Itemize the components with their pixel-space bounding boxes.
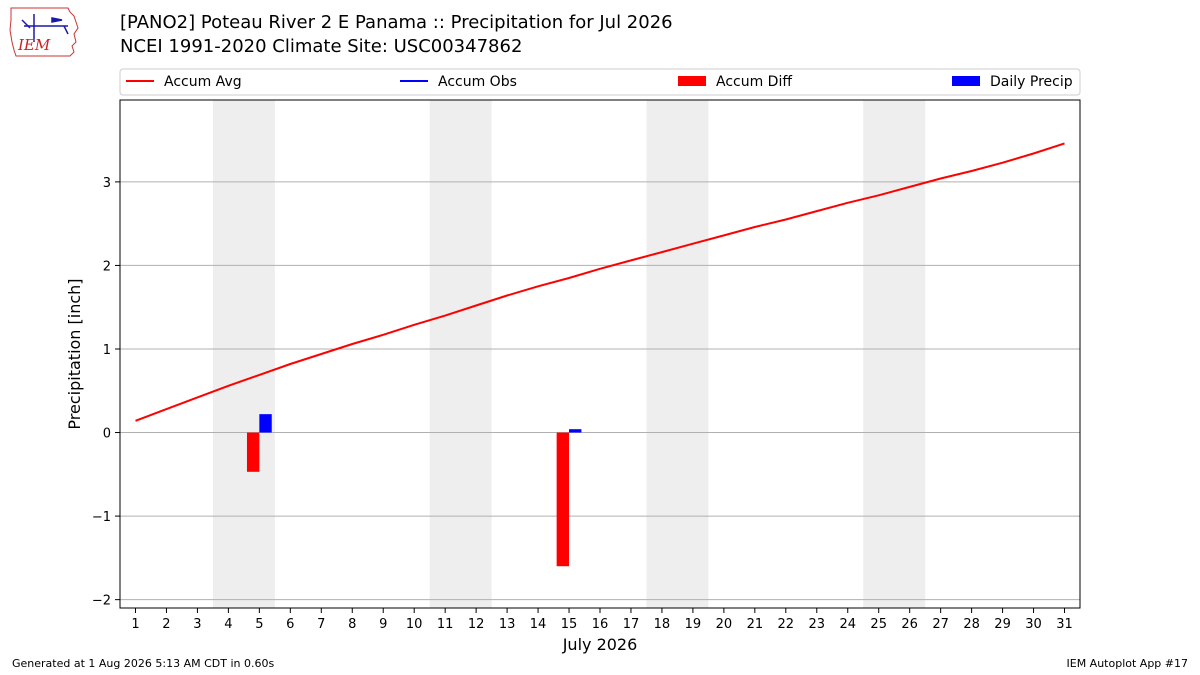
plot-frame xyxy=(119,99,1081,609)
legend-label: Accum Avg xyxy=(164,74,242,90)
x-tick-label: 15 xyxy=(561,617,578,632)
chart-title: [PANO2] Poteau River 2 E Panama :: Preci… xyxy=(120,12,673,33)
x-tick-label: 4 xyxy=(224,617,232,632)
accum-diff-bar xyxy=(246,432,260,472)
daily-precip-bar xyxy=(569,429,582,433)
weekend-shade-2 xyxy=(429,100,492,608)
x-tick-label: 1 xyxy=(131,617,139,632)
legend-swatch-bar xyxy=(678,76,706,86)
x-tick-label: 24 xyxy=(839,617,856,632)
legend-label: Daily Precip xyxy=(990,74,1073,90)
legend-label: Accum Obs xyxy=(438,74,517,90)
x-tick-label: 26 xyxy=(901,617,918,632)
y-tick-label: −1 xyxy=(92,510,111,525)
x-tick-label: 30 xyxy=(1025,617,1042,632)
chart-subtitle: NCEI 1991-2020 Climate Site: USC00347862 xyxy=(120,36,523,57)
x-tick-label: 2 xyxy=(162,617,170,632)
x-tick-label: 28 xyxy=(963,617,980,632)
x-axis-label: July 2026 xyxy=(562,635,638,654)
legend-swatch-bar xyxy=(952,76,980,86)
x-tick-label: 19 xyxy=(685,617,702,632)
x-tick-label: 5 xyxy=(255,617,263,632)
generated-footer: Generated at 1 Aug 2026 5:13 AM CDT in 0… xyxy=(12,657,275,670)
x-tick-label: 13 xyxy=(499,617,516,632)
y-tick-label: 1 xyxy=(103,343,111,358)
weekend-shade-3 xyxy=(646,100,709,608)
y-tick-label: 2 xyxy=(103,259,111,274)
weekend-shade-1 xyxy=(212,100,275,608)
legend-label: Accum Diff xyxy=(716,74,792,90)
x-tick-label: 18 xyxy=(654,617,671,632)
weather-station-icon xyxy=(21,14,69,42)
y-axis-label: Precipitation [inch] xyxy=(65,278,84,429)
x-tick-label: 31 xyxy=(1056,617,1073,632)
x-tick-label: 3 xyxy=(193,617,201,632)
x-tick-label: 11 xyxy=(437,617,454,632)
y-tick-label: 0 xyxy=(103,427,111,442)
x-tick-label: 23 xyxy=(809,617,826,632)
weekend-shade-4 xyxy=(863,100,926,608)
daily-precip-bar xyxy=(259,414,272,433)
x-tick-label: 27 xyxy=(932,617,949,632)
x-tick-label: 29 xyxy=(994,617,1011,632)
x-tick-label: 22 xyxy=(778,617,795,632)
x-tick-label: 20 xyxy=(716,617,733,632)
accum-avg-line xyxy=(135,142,1065,422)
y-tick-label: 3 xyxy=(103,176,111,191)
x-tick-label: 21 xyxy=(747,617,764,632)
logo-text: IEM xyxy=(17,36,51,54)
x-tick-label: 7 xyxy=(317,617,325,632)
x-tick-label: 12 xyxy=(468,617,485,632)
x-tick-label: 6 xyxy=(286,617,294,632)
x-tick-label: 10 xyxy=(406,617,423,632)
iem-logo: IEM xyxy=(9,7,79,57)
app-footer: IEM Autoplot App #17 xyxy=(1066,657,1189,670)
x-tick-label: 25 xyxy=(870,617,887,632)
y-tick-label: −2 xyxy=(92,594,111,609)
x-tick-label: 9 xyxy=(379,617,387,632)
x-tick-label: 14 xyxy=(530,617,547,632)
x-tick-label: 16 xyxy=(592,617,609,632)
legend-box xyxy=(119,68,1081,96)
accum-diff-bar xyxy=(556,432,570,567)
x-tick-label: 8 xyxy=(348,617,356,632)
x-tick-label: 17 xyxy=(623,617,640,632)
